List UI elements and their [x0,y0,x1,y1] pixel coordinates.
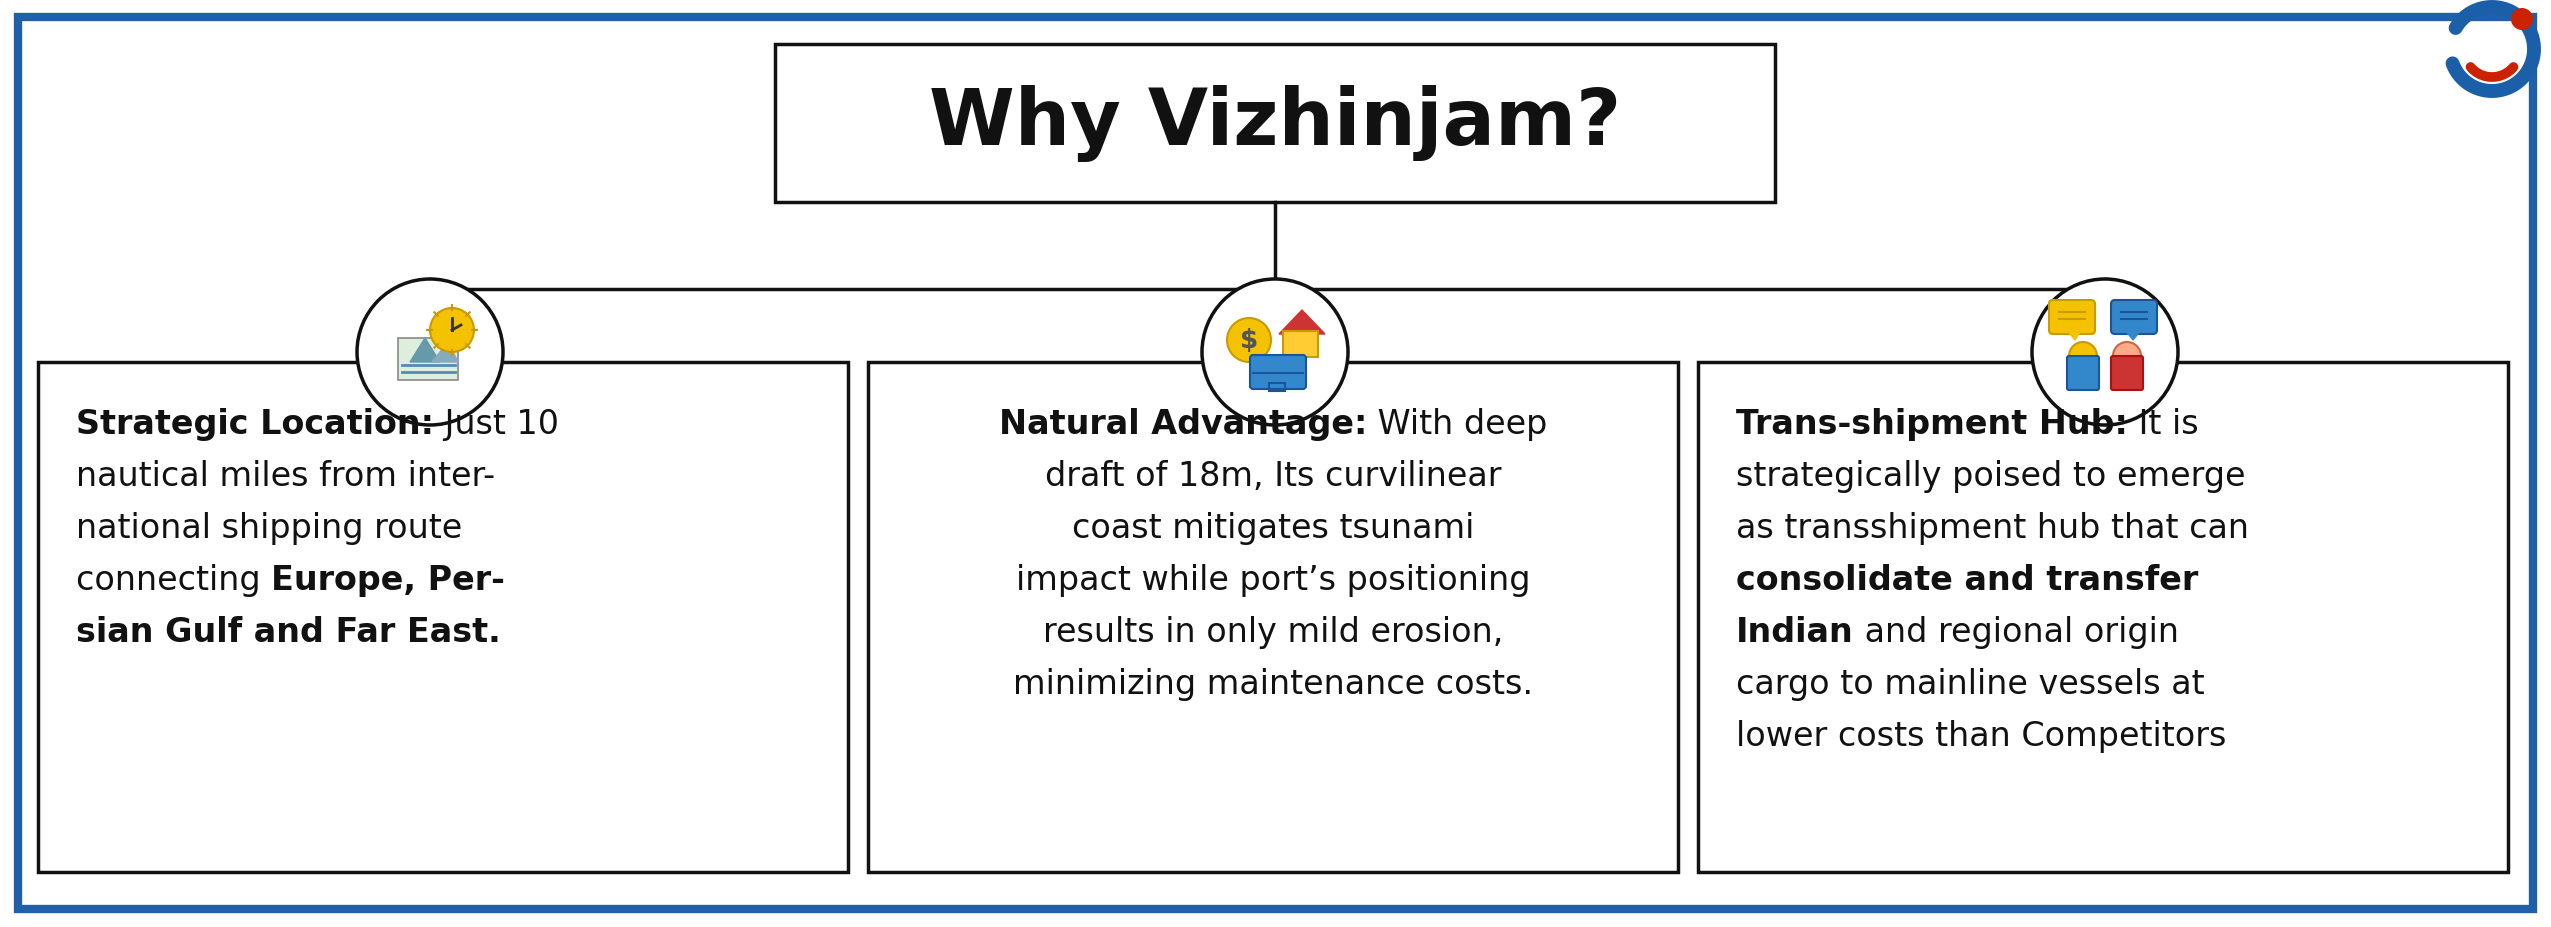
Text: draft of 18m, Its curvilinear: draft of 18m, Its curvilinear [1046,460,1500,492]
FancyBboxPatch shape [1250,356,1306,389]
Text: It is: It is [2128,408,2199,440]
Circle shape [1227,319,1270,362]
Text: strategically poised to emerge: strategically poised to emerge [1737,460,2245,492]
Circle shape [2112,343,2140,371]
Text: and regional origin: and regional origin [1855,616,2179,648]
FancyBboxPatch shape [398,338,459,381]
Text: results in only mild erosion,: results in only mild erosion, [1043,616,1503,648]
Circle shape [1202,280,1347,425]
Circle shape [2510,9,2533,31]
FancyBboxPatch shape [867,362,1679,872]
Circle shape [2069,343,2097,371]
Text: as transshipment hub that can: as transshipment hub that can [1737,512,2250,544]
FancyBboxPatch shape [2048,300,2094,335]
FancyBboxPatch shape [2112,357,2143,390]
Text: lower costs than Competitors: lower costs than Competitors [1737,719,2227,752]
Text: impact while port’s positioning: impact while port’s positioning [1015,564,1531,596]
FancyBboxPatch shape [2112,300,2158,335]
Text: Natural Advantage:: Natural Advantage: [997,408,1367,440]
Text: Trans-shipment Hub:: Trans-shipment Hub: [1737,408,2128,440]
FancyBboxPatch shape [1699,362,2508,872]
Polygon shape [2066,331,2082,340]
Circle shape [2033,280,2179,425]
Text: national shipping route: national shipping route [77,512,462,544]
Text: coast mitigates tsunami: coast mitigates tsunami [1071,512,1474,544]
Text: nautical miles from inter-: nautical miles from inter- [77,460,495,492]
Circle shape [357,280,503,425]
Text: Europe, Per-: Europe, Per- [270,564,505,596]
FancyBboxPatch shape [38,362,847,872]
Polygon shape [431,343,459,362]
Polygon shape [2125,331,2140,340]
FancyBboxPatch shape [776,44,1775,203]
Text: sian Gulf and Far East.: sian Gulf and Far East. [77,616,500,648]
FancyBboxPatch shape [2066,357,2099,390]
Text: cargo to mainline vessels at: cargo to mainline vessels at [1737,667,2204,700]
Text: Why Vizhinjam?: Why Vizhinjam? [929,85,1620,162]
Text: Indian: Indian [1737,616,1855,648]
Text: With deep: With deep [1367,408,1548,440]
Text: connecting: connecting [77,564,270,596]
Text: Strategic Location:: Strategic Location: [77,408,434,440]
Circle shape [431,309,474,352]
Polygon shape [1278,311,1324,335]
Text: consolidate and transfer: consolidate and transfer [1737,564,2199,596]
Text: minimizing maintenance costs.: minimizing maintenance costs. [1013,667,1533,700]
Text: Just 10: Just 10 [434,408,559,440]
Text: $: $ [1240,327,1258,353]
FancyBboxPatch shape [1283,332,1319,358]
Polygon shape [411,338,439,362]
